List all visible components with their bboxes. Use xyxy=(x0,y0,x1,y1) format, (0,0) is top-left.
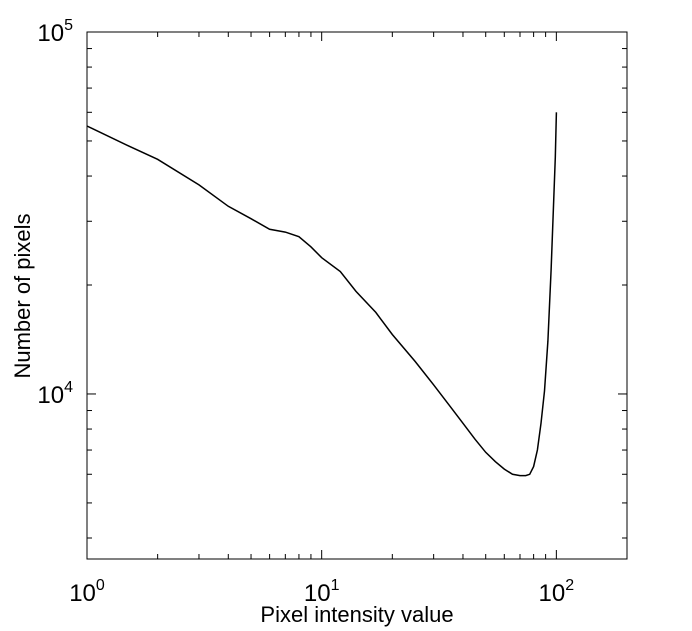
tick-label-exponent: 2 xyxy=(565,577,574,594)
tick-label-base: 10 xyxy=(539,580,566,607)
x-tick-label: 100 xyxy=(69,577,105,607)
x-tick-label: 102 xyxy=(539,577,575,607)
x-tick-label: 101 xyxy=(304,577,340,607)
x-axis-tick-labels: 100 101 102 xyxy=(69,577,574,607)
tick-label-exponent: 5 xyxy=(64,17,73,34)
x-axis-label: Pixel intensity value xyxy=(260,602,453,627)
y-tick-label: 105 xyxy=(37,17,73,47)
tick-label-exponent: 4 xyxy=(64,379,73,396)
tick-label-base: 10 xyxy=(37,382,64,409)
plot-frame xyxy=(86,31,628,560)
x-axis-ticks xyxy=(86,32,628,559)
y-axis-label: Number of pixels xyxy=(10,213,35,378)
tick-label-base: 10 xyxy=(37,20,64,47)
y-axis-ticks xyxy=(87,31,627,539)
tick-label-exponent: 1 xyxy=(331,577,340,594)
tick-label-base: 10 xyxy=(69,580,96,607)
tick-label-exponent: 0 xyxy=(96,577,105,594)
series-line xyxy=(86,112,558,477)
y-tick-label: 104 xyxy=(37,379,73,409)
tick-label-base: 10 xyxy=(304,580,331,607)
